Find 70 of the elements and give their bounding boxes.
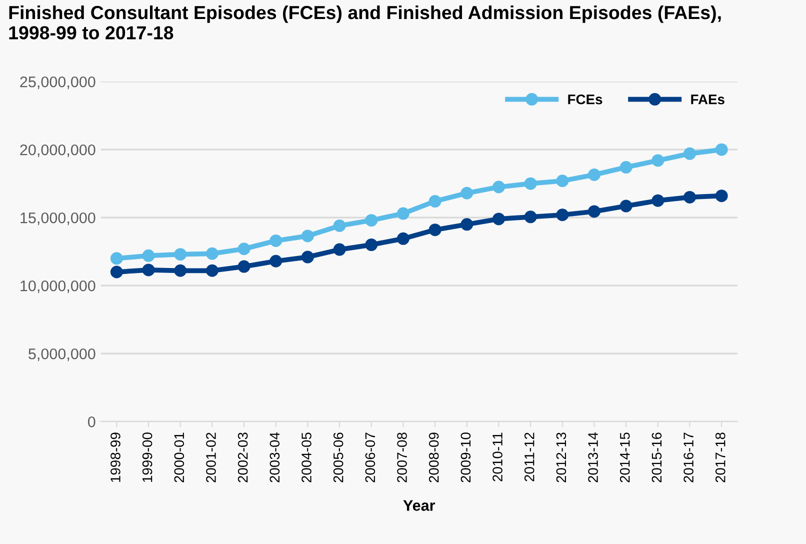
point (524, 210, 537, 224)
point (206, 247, 218, 260)
point (556, 174, 569, 188)
chart-title: Finished Consultant Episodes (FCEs) and Finished Admission Episodes (FAEs), 1998-99 to 2017-18 (9, 5, 721, 40)
x-tick-label: 2001-02 (206, 432, 216, 482)
x-tick-label: 2006-07 (365, 432, 376, 482)
point (301, 230, 314, 242)
x-tick-label: 2016-17 (684, 432, 694, 482)
point (683, 147, 696, 160)
y-tick-label: 0 (88, 416, 96, 428)
point (301, 250, 314, 264)
point (270, 254, 282, 268)
point (396, 207, 410, 220)
x-tick-label: 2005-06 (333, 432, 344, 482)
point (396, 232, 410, 245)
x-tick-label: 2014-15 (620, 432, 630, 482)
point (110, 266, 123, 278)
point (492, 180, 505, 194)
x-tick-label: 2004-05 (302, 432, 312, 482)
point (428, 224, 442, 236)
point (588, 168, 600, 182)
x-tick-label: 1999-00 (142, 432, 152, 482)
point (238, 260, 250, 273)
x-tick-label: 2003-04 (270, 432, 280, 482)
point (683, 190, 696, 204)
point (715, 143, 728, 156)
point (652, 194, 664, 207)
x-tick-label: 2007-08 (397, 432, 407, 482)
y-tick-label: 15,000,000 (20, 212, 96, 226)
x-tick-label: 2013-14 (588, 432, 598, 482)
x-axis-title: Year (403, 500, 436, 511)
point (142, 264, 155, 276)
x-tick-label: 2008-09 (428, 432, 439, 482)
point (333, 243, 346, 256)
point (460, 218, 474, 231)
x-tick-label: 2012-13 (556, 432, 566, 482)
legend-label: FAEs (691, 94, 724, 104)
y-tick-label: 20,000,000 (20, 144, 96, 158)
y-tick-label: 10,000,000 (20, 280, 96, 294)
point (620, 161, 632, 174)
point (365, 238, 378, 252)
y-tick-label: 5,000,000 (28, 348, 96, 362)
point (588, 205, 600, 218)
point (524, 177, 537, 190)
point (174, 264, 187, 277)
point (715, 190, 728, 202)
point (270, 234, 282, 247)
point (110, 252, 123, 265)
point (365, 214, 378, 227)
point (333, 220, 346, 232)
point (142, 249, 155, 262)
x-tick-label: 2002-03 (238, 432, 248, 482)
x-tick-label: 1998-99 (110, 432, 120, 482)
y-tick-label: 25,000,000 (20, 76, 96, 90)
x-tick-label: 2009-10 (460, 432, 471, 482)
x-tick-label: 2017-18 (715, 432, 726, 482)
legend-label: FCEs (568, 94, 602, 104)
point (460, 186, 474, 200)
x-tick-label: 2011-12 (524, 432, 534, 482)
point (652, 154, 664, 167)
x-tick-label: 2010-11 (492, 432, 502, 482)
point (238, 242, 250, 256)
point (620, 200, 632, 212)
point (492, 212, 505, 226)
point (556, 208, 569, 222)
point (428, 195, 442, 208)
point (206, 264, 218, 277)
x-tick-label: 2000-01 (174, 432, 184, 482)
point (174, 248, 187, 261)
x-tick-label: 2015-16 (652, 432, 662, 482)
